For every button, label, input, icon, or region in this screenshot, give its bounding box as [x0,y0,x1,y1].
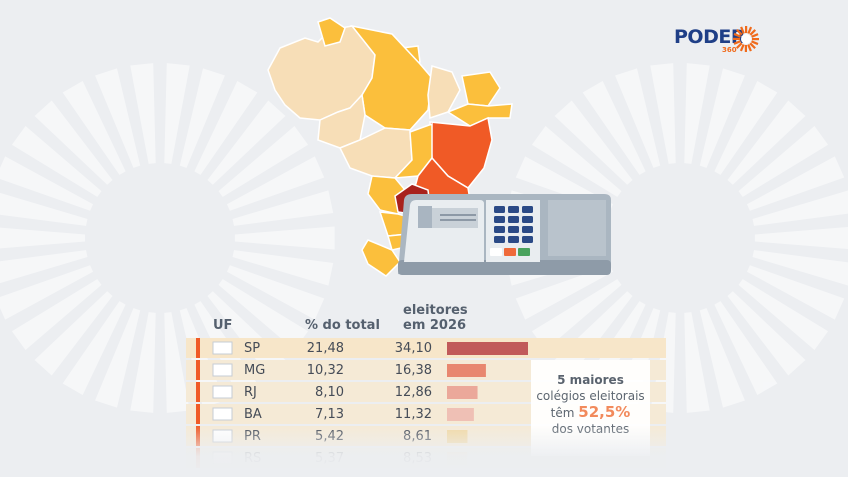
callout-line2: colégios eleitorais [536,389,645,403]
map-region-roraima [317,17,346,47]
map-region-amazonas-east [317,93,366,149]
callout-line3-pre: têm [550,406,575,420]
row-accent [196,360,200,380]
header-pct: % do total [305,318,380,333]
row-accent [196,382,200,402]
cell-pct: 8,10 [315,385,344,400]
voting-machine-icon [398,194,611,275]
cell-pct: 21,48 [306,341,344,356]
cell-uf: RJ [244,385,257,400]
cell-voters: 11,32 [394,407,432,422]
brazil-map [267,17,611,277]
bottom-fade [0,425,848,477]
cell-uf: MG [244,363,266,378]
flag-icon [212,341,233,355]
cell-pct: 7,13 [315,407,344,422]
callout-line1: 5 maiores [557,373,624,387]
brand-logo: PODER [674,26,745,48]
row-accent [196,338,200,358]
header-voters-line1: eleitores [403,303,468,318]
flag-icon [212,363,233,377]
header-uf: UF [213,318,233,333]
brand-logo-sub: 360 [722,46,737,54]
map-region-ceara [461,71,501,107]
callout-highlight: 52,5% [578,403,631,421]
flag-icon [212,385,233,399]
cell-voters: 16,38 [394,363,432,378]
sun-icon [733,26,759,52]
cell-uf: BA [244,407,262,422]
cell-pct: 10,32 [306,363,344,378]
table-row [186,338,666,358]
voters-bar [447,408,474,421]
cell-voters: 12,86 [394,385,432,400]
voters-bar [447,342,528,355]
voters-bar [447,364,486,377]
row-accent [196,404,200,424]
flag-icon [212,407,233,421]
cell-voters: 34,10 [394,341,432,356]
map-region-rs [361,239,401,277]
cell-uf: SP [244,341,261,356]
header-voters-line2: em 2026 [403,318,467,333]
voters-bar [447,386,478,399]
